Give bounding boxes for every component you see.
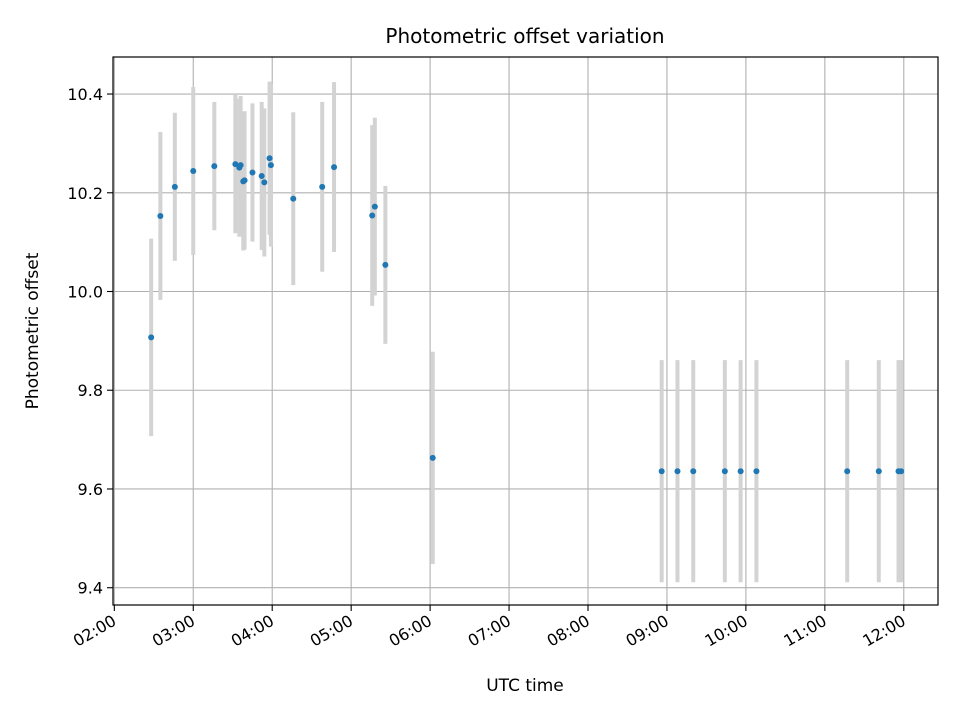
data-point [737, 468, 744, 475]
y-tick-label: 10.0 [67, 283, 103, 302]
y-tick-label: 9.6 [78, 480, 103, 499]
data-point [382, 261, 389, 268]
data-point [369, 212, 376, 219]
data-point [844, 468, 851, 475]
data-point [249, 169, 256, 176]
data-point [211, 163, 218, 170]
data-point [261, 179, 268, 186]
data-point [429, 454, 436, 461]
data-points [148, 155, 905, 475]
y-tick-label: 10.4 [67, 85, 103, 104]
chart-title: Photometric offset variation [385, 24, 664, 48]
x-axis-label: UTC time [486, 676, 564, 696]
data-point [674, 468, 681, 475]
data-point [241, 177, 248, 184]
data-point [266, 155, 273, 162]
y-axis-label: Photometric offset [23, 252, 43, 409]
data-point [258, 172, 265, 179]
data-point [237, 162, 244, 169]
data-point [875, 468, 882, 475]
data-point [148, 334, 155, 341]
data-point [171, 183, 178, 190]
data-point [267, 162, 274, 169]
data-point [753, 468, 760, 475]
y-tick-label: 9.8 [78, 381, 103, 400]
data-point [721, 468, 728, 475]
y-axis-ticks: 9.4 9.6 9.8 10.0 10.2 10.4 [67, 85, 113, 598]
data-point [371, 203, 378, 210]
data-point [658, 468, 665, 475]
data-point [232, 161, 239, 168]
y-tick-label: 9.4 [78, 579, 103, 598]
data-point [190, 168, 197, 175]
grid [113, 57, 938, 605]
data-point [319, 183, 326, 190]
plot-area-frame [112, 56, 939, 606]
data-point [898, 468, 905, 475]
data-point [331, 164, 338, 171]
data-point [290, 195, 297, 202]
data-point [690, 468, 697, 475]
y-tick-label: 10.2 [67, 184, 103, 203]
data-point [157, 212, 164, 219]
